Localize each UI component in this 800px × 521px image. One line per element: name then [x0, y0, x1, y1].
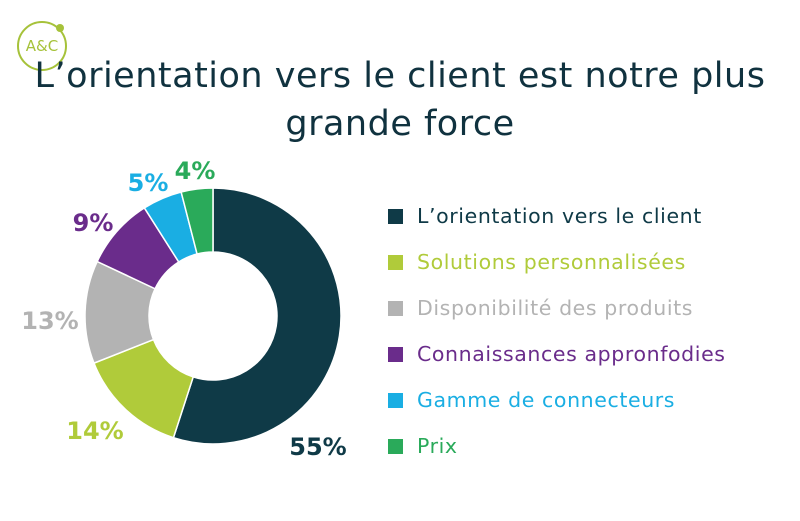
- legend-item-gamme: Gamme de connecteurs: [388, 377, 726, 423]
- legend-label: Solutions personnalisées: [417, 250, 686, 274]
- chart-title-line-1: L’orientation vers le client est notre p…: [34, 56, 766, 96]
- legend-label: Gamme de connecteurs: [417, 388, 676, 412]
- legend-label: Connaissances appronfodies: [417, 342, 726, 366]
- legend-item-solutions: Solutions personnalisées: [388, 239, 726, 285]
- legend-swatch: [388, 438, 403, 454]
- slice-value-label: 55%: [289, 433, 346, 461]
- chart-legend: L’orientation vers le client Solutions p…: [388, 193, 726, 469]
- legend-item-orientation: L’orientation vers le client: [388, 193, 726, 239]
- legend-item-prix: Prix: [388, 423, 726, 469]
- legend-swatch: [388, 392, 403, 408]
- chart-title-line-2: grande force: [285, 104, 515, 144]
- slice-value-label: 14%: [66, 417, 123, 445]
- logo-icon: [17, 21, 67, 71]
- slice-value-label: 13%: [21, 307, 78, 335]
- slice-value-label: 5%: [128, 169, 169, 197]
- slice-value-label: 9%: [73, 209, 114, 237]
- legend-swatch: [388, 254, 403, 270]
- donut-slice: [172, 187, 342, 445]
- legend-item-connaissances: Connaissances appronfodies: [388, 331, 726, 377]
- legend-swatch: [388, 208, 403, 224]
- slice-value-label: 4%: [175, 157, 216, 185]
- chart-title: L’orientation vers le client est notre p…: [0, 52, 800, 148]
- legend-label: Prix: [417, 434, 458, 458]
- legend-label: L’orientation vers le client: [417, 204, 702, 228]
- legend-swatch: [388, 346, 403, 362]
- donut-slice: [180, 187, 214, 255]
- legend-label: Disponibilité des produits: [417, 296, 694, 320]
- logo-text: A&C: [25, 37, 59, 55]
- legend-swatch: [388, 300, 403, 316]
- legend-item-disponibilite: Disponibilité des produits: [388, 285, 726, 331]
